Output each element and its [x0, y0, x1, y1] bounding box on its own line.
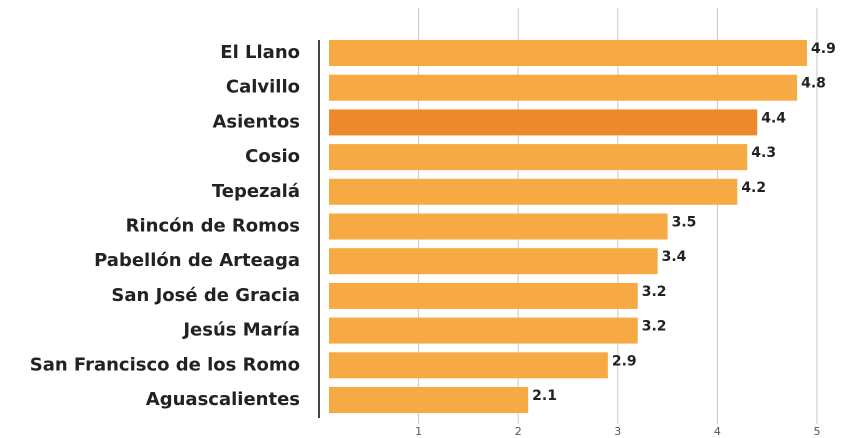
category-label: Calvillo [226, 77, 300, 98]
value-label: 4.9 [811, 41, 836, 57]
bar [329, 282, 638, 309]
category-label: Pabellón de Arteaga [94, 250, 300, 271]
value-label: 4.2 [741, 180, 766, 196]
bar [329, 40, 808, 66]
x-tick-label: 2 [515, 425, 522, 438]
bar [329, 213, 668, 240]
bar [329, 317, 638, 344]
category-label: Tepezalá [212, 181, 300, 202]
value-label: 4.4 [761, 110, 786, 126]
bar [329, 248, 658, 275]
value-label: 3.5 [672, 215, 697, 231]
x-tick-label: 3 [614, 425, 621, 438]
value-label: 4.8 [801, 76, 826, 92]
category-label: San José de Gracia [111, 285, 300, 306]
x-tick-label: 1 [415, 425, 422, 438]
value-label: 3.2 [642, 319, 667, 335]
value-label: 3.4 [662, 249, 687, 265]
bar [329, 387, 529, 413]
category-label: Aguascalientes [146, 389, 300, 410]
bar [329, 74, 798, 101]
category-label: Asientos [212, 111, 300, 132]
category-label: El Llano [220, 42, 300, 63]
bar [329, 109, 758, 136]
category-label: Jesús María [181, 320, 300, 341]
bar [329, 352, 608, 379]
value-label: 3.2 [642, 284, 667, 300]
bar [329, 178, 738, 205]
x-tick-label: 5 [814, 425, 821, 438]
value-label: 2.9 [612, 353, 637, 369]
bar [329, 144, 748, 171]
value-label: 4.3 [751, 145, 776, 161]
value-label: 2.1 [532, 388, 557, 404]
category-label: Rincón de Romos [126, 216, 300, 237]
x-tick-label: 4 [714, 425, 721, 438]
category-label: San Francisco de los Romo [30, 354, 300, 375]
category-label: Cosio [245, 146, 300, 167]
